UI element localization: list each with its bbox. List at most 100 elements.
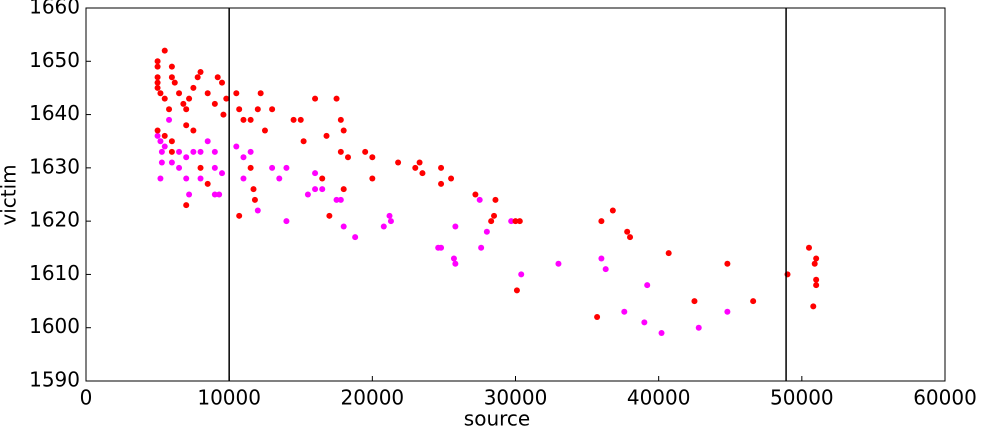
point <box>158 148 165 155</box>
point <box>158 159 165 166</box>
point <box>387 218 394 225</box>
point <box>223 95 230 102</box>
point <box>190 84 197 91</box>
point <box>452 223 459 230</box>
point <box>254 106 261 113</box>
x-tick-label: 40000 <box>627 386 691 410</box>
point <box>211 100 218 107</box>
point <box>750 298 757 305</box>
point <box>190 148 197 155</box>
point <box>492 196 499 203</box>
point <box>168 74 175 81</box>
point <box>488 218 495 225</box>
point <box>412 164 419 171</box>
point <box>810 303 817 310</box>
point <box>168 138 175 145</box>
point <box>154 84 161 91</box>
x-axis-label: source <box>464 407 530 429</box>
x-tick-label: 0 <box>80 386 93 410</box>
point <box>176 90 183 97</box>
point <box>312 170 319 177</box>
y-axis-label: victim <box>0 164 21 225</box>
point <box>333 95 340 102</box>
point <box>257 90 264 97</box>
point <box>695 324 702 331</box>
point <box>665 250 672 257</box>
point <box>204 180 211 187</box>
point <box>183 154 190 161</box>
point <box>508 218 515 225</box>
point <box>472 191 479 198</box>
x-tick-label: 10000 <box>197 386 261 410</box>
point <box>276 175 283 182</box>
point <box>319 175 326 182</box>
point <box>598 218 605 225</box>
point <box>269 164 276 171</box>
point <box>236 106 243 113</box>
point <box>251 196 258 203</box>
point <box>805 244 812 251</box>
point <box>340 127 347 134</box>
point <box>297 116 304 123</box>
point <box>211 164 218 171</box>
point <box>183 175 190 182</box>
point <box>197 68 204 75</box>
point <box>602 266 609 273</box>
point <box>233 143 240 150</box>
point <box>190 127 197 134</box>
y-tick-label: 1630 <box>29 154 80 178</box>
point <box>476 196 483 203</box>
point <box>216 191 223 198</box>
point <box>161 47 168 54</box>
point <box>323 132 330 139</box>
point <box>247 116 254 123</box>
x-tick-label: 60000 <box>913 386 977 410</box>
point <box>250 186 257 193</box>
point <box>166 106 173 113</box>
point <box>352 234 359 241</box>
point <box>813 276 820 283</box>
point <box>176 164 183 171</box>
point <box>512 218 519 225</box>
point <box>362 148 369 155</box>
point <box>183 202 190 209</box>
point <box>240 175 247 182</box>
point <box>416 159 423 166</box>
point <box>154 132 161 139</box>
point <box>312 95 319 102</box>
y-tick-label: 1620 <box>29 208 80 232</box>
point <box>154 63 161 70</box>
y-tick-label: 1610 <box>29 261 80 285</box>
point <box>176 148 183 155</box>
point <box>450 255 457 262</box>
point <box>555 260 562 267</box>
point <box>380 223 387 230</box>
point <box>283 164 290 171</box>
point <box>168 159 175 166</box>
point <box>448 175 455 182</box>
point <box>211 148 218 155</box>
point <box>247 148 254 155</box>
y-tick-label: 1660 <box>29 0 80 19</box>
point <box>369 175 376 182</box>
point <box>337 116 344 123</box>
point <box>254 207 261 214</box>
point <box>594 314 601 321</box>
point <box>154 127 161 134</box>
point <box>157 90 164 97</box>
point <box>513 287 520 294</box>
point <box>609 207 616 214</box>
point <box>168 63 175 70</box>
point <box>180 100 187 107</box>
point <box>204 90 211 97</box>
point <box>658 330 665 337</box>
point <box>452 260 459 267</box>
point <box>197 148 204 155</box>
point <box>598 255 605 262</box>
x-tick-label: 50000 <box>770 386 834 410</box>
point <box>395 159 402 166</box>
point <box>183 106 190 113</box>
y-tick-label: 1650 <box>29 48 80 72</box>
point <box>166 116 173 123</box>
point <box>340 223 347 230</box>
